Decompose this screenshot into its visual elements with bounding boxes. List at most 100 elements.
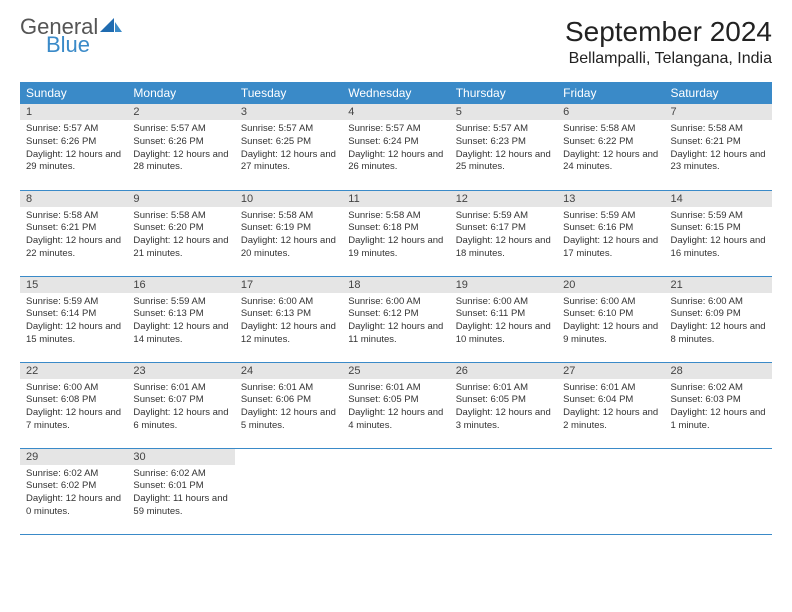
- sunrise-line: Sunrise: 5:57 AM: [241, 123, 336, 136]
- calendar-cell: 20Sunrise: 6:00 AMSunset: 6:10 PMDayligh…: [557, 276, 664, 362]
- calendar-cell: 15Sunrise: 5:59 AMSunset: 6:14 PMDayligh…: [20, 276, 127, 362]
- day-details: Sunrise: 6:02 AMSunset: 6:01 PMDaylight:…: [127, 465, 234, 523]
- sunrise-line: Sunrise: 6:01 AM: [348, 382, 443, 395]
- calendar-cell: 25Sunrise: 6:01 AMSunset: 6:05 PMDayligh…: [342, 362, 449, 448]
- day-number: 10: [235, 191, 342, 207]
- sunset-line: Sunset: 6:15 PM: [671, 222, 766, 235]
- sunset-line: Sunset: 6:03 PM: [671, 394, 766, 407]
- sunset-line: Sunset: 6:10 PM: [563, 308, 658, 321]
- day-number: 2: [127, 104, 234, 120]
- day-details: Sunrise: 5:58 AMSunset: 6:18 PMDaylight:…: [342, 207, 449, 265]
- sunrise-line: Sunrise: 5:58 AM: [348, 210, 443, 223]
- calendar-cell: [665, 448, 772, 534]
- sunset-line: Sunset: 6:02 PM: [26, 480, 121, 493]
- sunrise-line: Sunrise: 6:00 AM: [671, 296, 766, 309]
- day-number: 9: [127, 191, 234, 207]
- daylight-line: Daylight: 12 hours and 5 minutes.: [241, 407, 336, 433]
- sunset-line: Sunset: 6:01 PM: [133, 480, 228, 493]
- sunset-line: Sunset: 6:14 PM: [26, 308, 121, 321]
- calendar-cell: 1Sunrise: 5:57 AMSunset: 6:26 PMDaylight…: [20, 104, 127, 190]
- calendar-cell: 9Sunrise: 5:58 AMSunset: 6:20 PMDaylight…: [127, 190, 234, 276]
- sunrise-line: Sunrise: 5:58 AM: [563, 123, 658, 136]
- calendar-cell: 26Sunrise: 6:01 AMSunset: 6:05 PMDayligh…: [450, 362, 557, 448]
- day-details: Sunrise: 6:01 AMSunset: 6:06 PMDaylight:…: [235, 379, 342, 437]
- sunrise-line: Sunrise: 6:01 AM: [563, 382, 658, 395]
- sunset-line: Sunset: 6:09 PM: [671, 308, 766, 321]
- calendar-cell: 28Sunrise: 6:02 AMSunset: 6:03 PMDayligh…: [665, 362, 772, 448]
- day-details: Sunrise: 6:02 AMSunset: 6:03 PMDaylight:…: [665, 379, 772, 437]
- day-details: Sunrise: 5:58 AMSunset: 6:21 PMDaylight:…: [665, 120, 772, 178]
- sunset-line: Sunset: 6:08 PM: [26, 394, 121, 407]
- daylight-line: Daylight: 12 hours and 9 minutes.: [563, 321, 658, 347]
- day-number: 12: [450, 191, 557, 207]
- day-number: 14: [665, 191, 772, 207]
- daylight-line: Daylight: 11 hours and 59 minutes.: [133, 493, 228, 519]
- calendar-cell: 7Sunrise: 5:58 AMSunset: 6:21 PMDaylight…: [665, 104, 772, 190]
- daylight-line: Daylight: 12 hours and 2 minutes.: [563, 407, 658, 433]
- sunset-line: Sunset: 6:19 PM: [241, 222, 336, 235]
- calendar-cell: 13Sunrise: 5:59 AMSunset: 6:16 PMDayligh…: [557, 190, 664, 276]
- daylight-line: Daylight: 12 hours and 7 minutes.: [26, 407, 121, 433]
- day-number: 28: [665, 363, 772, 379]
- daylight-line: Daylight: 12 hours and 19 minutes.: [348, 235, 443, 261]
- calendar-cell: 4Sunrise: 5:57 AMSunset: 6:24 PMDaylight…: [342, 104, 449, 190]
- sunrise-line: Sunrise: 5:58 AM: [133, 210, 228, 223]
- day-number: 24: [235, 363, 342, 379]
- day-number: 1: [20, 104, 127, 120]
- day-number: 6: [557, 104, 664, 120]
- sunset-line: Sunset: 6:05 PM: [348, 394, 443, 407]
- day-details: Sunrise: 5:58 AMSunset: 6:21 PMDaylight:…: [20, 207, 127, 265]
- day-details: Sunrise: 5:57 AMSunset: 6:26 PMDaylight:…: [127, 120, 234, 178]
- day-number: 8: [20, 191, 127, 207]
- day-number: 11: [342, 191, 449, 207]
- sunrise-line: Sunrise: 5:58 AM: [241, 210, 336, 223]
- day-details: Sunrise: 5:57 AMSunset: 6:26 PMDaylight:…: [20, 120, 127, 178]
- daylight-line: Daylight: 12 hours and 28 minutes.: [133, 149, 228, 175]
- calendar-week-row: 22Sunrise: 6:00 AMSunset: 6:08 PMDayligh…: [20, 362, 772, 448]
- daylight-line: Daylight: 12 hours and 4 minutes.: [348, 407, 443, 433]
- sunset-line: Sunset: 6:20 PM: [133, 222, 228, 235]
- sunrise-line: Sunrise: 5:57 AM: [348, 123, 443, 136]
- day-details: Sunrise: 5:57 AMSunset: 6:24 PMDaylight:…: [342, 120, 449, 178]
- daylight-line: Daylight: 12 hours and 11 minutes.: [348, 321, 443, 347]
- day-details: Sunrise: 6:00 AMSunset: 6:09 PMDaylight:…: [665, 293, 772, 351]
- sunset-line: Sunset: 6:25 PM: [241, 136, 336, 149]
- day-number: 17: [235, 277, 342, 293]
- sunset-line: Sunset: 6:26 PM: [133, 136, 228, 149]
- day-details: Sunrise: 6:00 AMSunset: 6:08 PMDaylight:…: [20, 379, 127, 437]
- day-details: Sunrise: 6:01 AMSunset: 6:04 PMDaylight:…: [557, 379, 664, 437]
- day-number: 22: [20, 363, 127, 379]
- day-details: Sunrise: 5:59 AMSunset: 6:14 PMDaylight:…: [20, 293, 127, 351]
- day-number: 29: [20, 449, 127, 465]
- calendar-cell: 16Sunrise: 5:59 AMSunset: 6:13 PMDayligh…: [127, 276, 234, 362]
- day-number: 3: [235, 104, 342, 120]
- sunset-line: Sunset: 6:13 PM: [133, 308, 228, 321]
- calendar-cell: 29Sunrise: 6:02 AMSunset: 6:02 PMDayligh…: [20, 448, 127, 534]
- day-details: Sunrise: 5:57 AMSunset: 6:25 PMDaylight:…: [235, 120, 342, 178]
- calendar-week-row: 15Sunrise: 5:59 AMSunset: 6:14 PMDayligh…: [20, 276, 772, 362]
- day-number: 16: [127, 277, 234, 293]
- day-details: Sunrise: 5:59 AMSunset: 6:16 PMDaylight:…: [557, 207, 664, 265]
- sunrise-line: Sunrise: 5:59 AM: [133, 296, 228, 309]
- calendar-cell: [342, 448, 449, 534]
- calendar-cell: [450, 448, 557, 534]
- day-number: 26: [450, 363, 557, 379]
- sunrise-line: Sunrise: 6:01 AM: [456, 382, 551, 395]
- day-details: Sunrise: 5:57 AMSunset: 6:23 PMDaylight:…: [450, 120, 557, 178]
- day-details: Sunrise: 5:58 AMSunset: 6:22 PMDaylight:…: [557, 120, 664, 178]
- sunrise-line: Sunrise: 5:59 AM: [26, 296, 121, 309]
- day-details: Sunrise: 5:58 AMSunset: 6:19 PMDaylight:…: [235, 207, 342, 265]
- sail-icon: [100, 16, 122, 38]
- sunset-line: Sunset: 6:07 PM: [133, 394, 228, 407]
- day-number: 13: [557, 191, 664, 207]
- sunset-line: Sunset: 6:26 PM: [26, 136, 121, 149]
- daylight-line: Daylight: 12 hours and 25 minutes.: [456, 149, 551, 175]
- day-number: 20: [557, 277, 664, 293]
- day-number: 18: [342, 277, 449, 293]
- day-details: Sunrise: 6:01 AMSunset: 6:05 PMDaylight:…: [342, 379, 449, 437]
- calendar-cell: 21Sunrise: 6:00 AMSunset: 6:09 PMDayligh…: [665, 276, 772, 362]
- day-details: Sunrise: 6:01 AMSunset: 6:05 PMDaylight:…: [450, 379, 557, 437]
- day-number: 21: [665, 277, 772, 293]
- day-number: 7: [665, 104, 772, 120]
- daylight-line: Daylight: 12 hours and 24 minutes.: [563, 149, 658, 175]
